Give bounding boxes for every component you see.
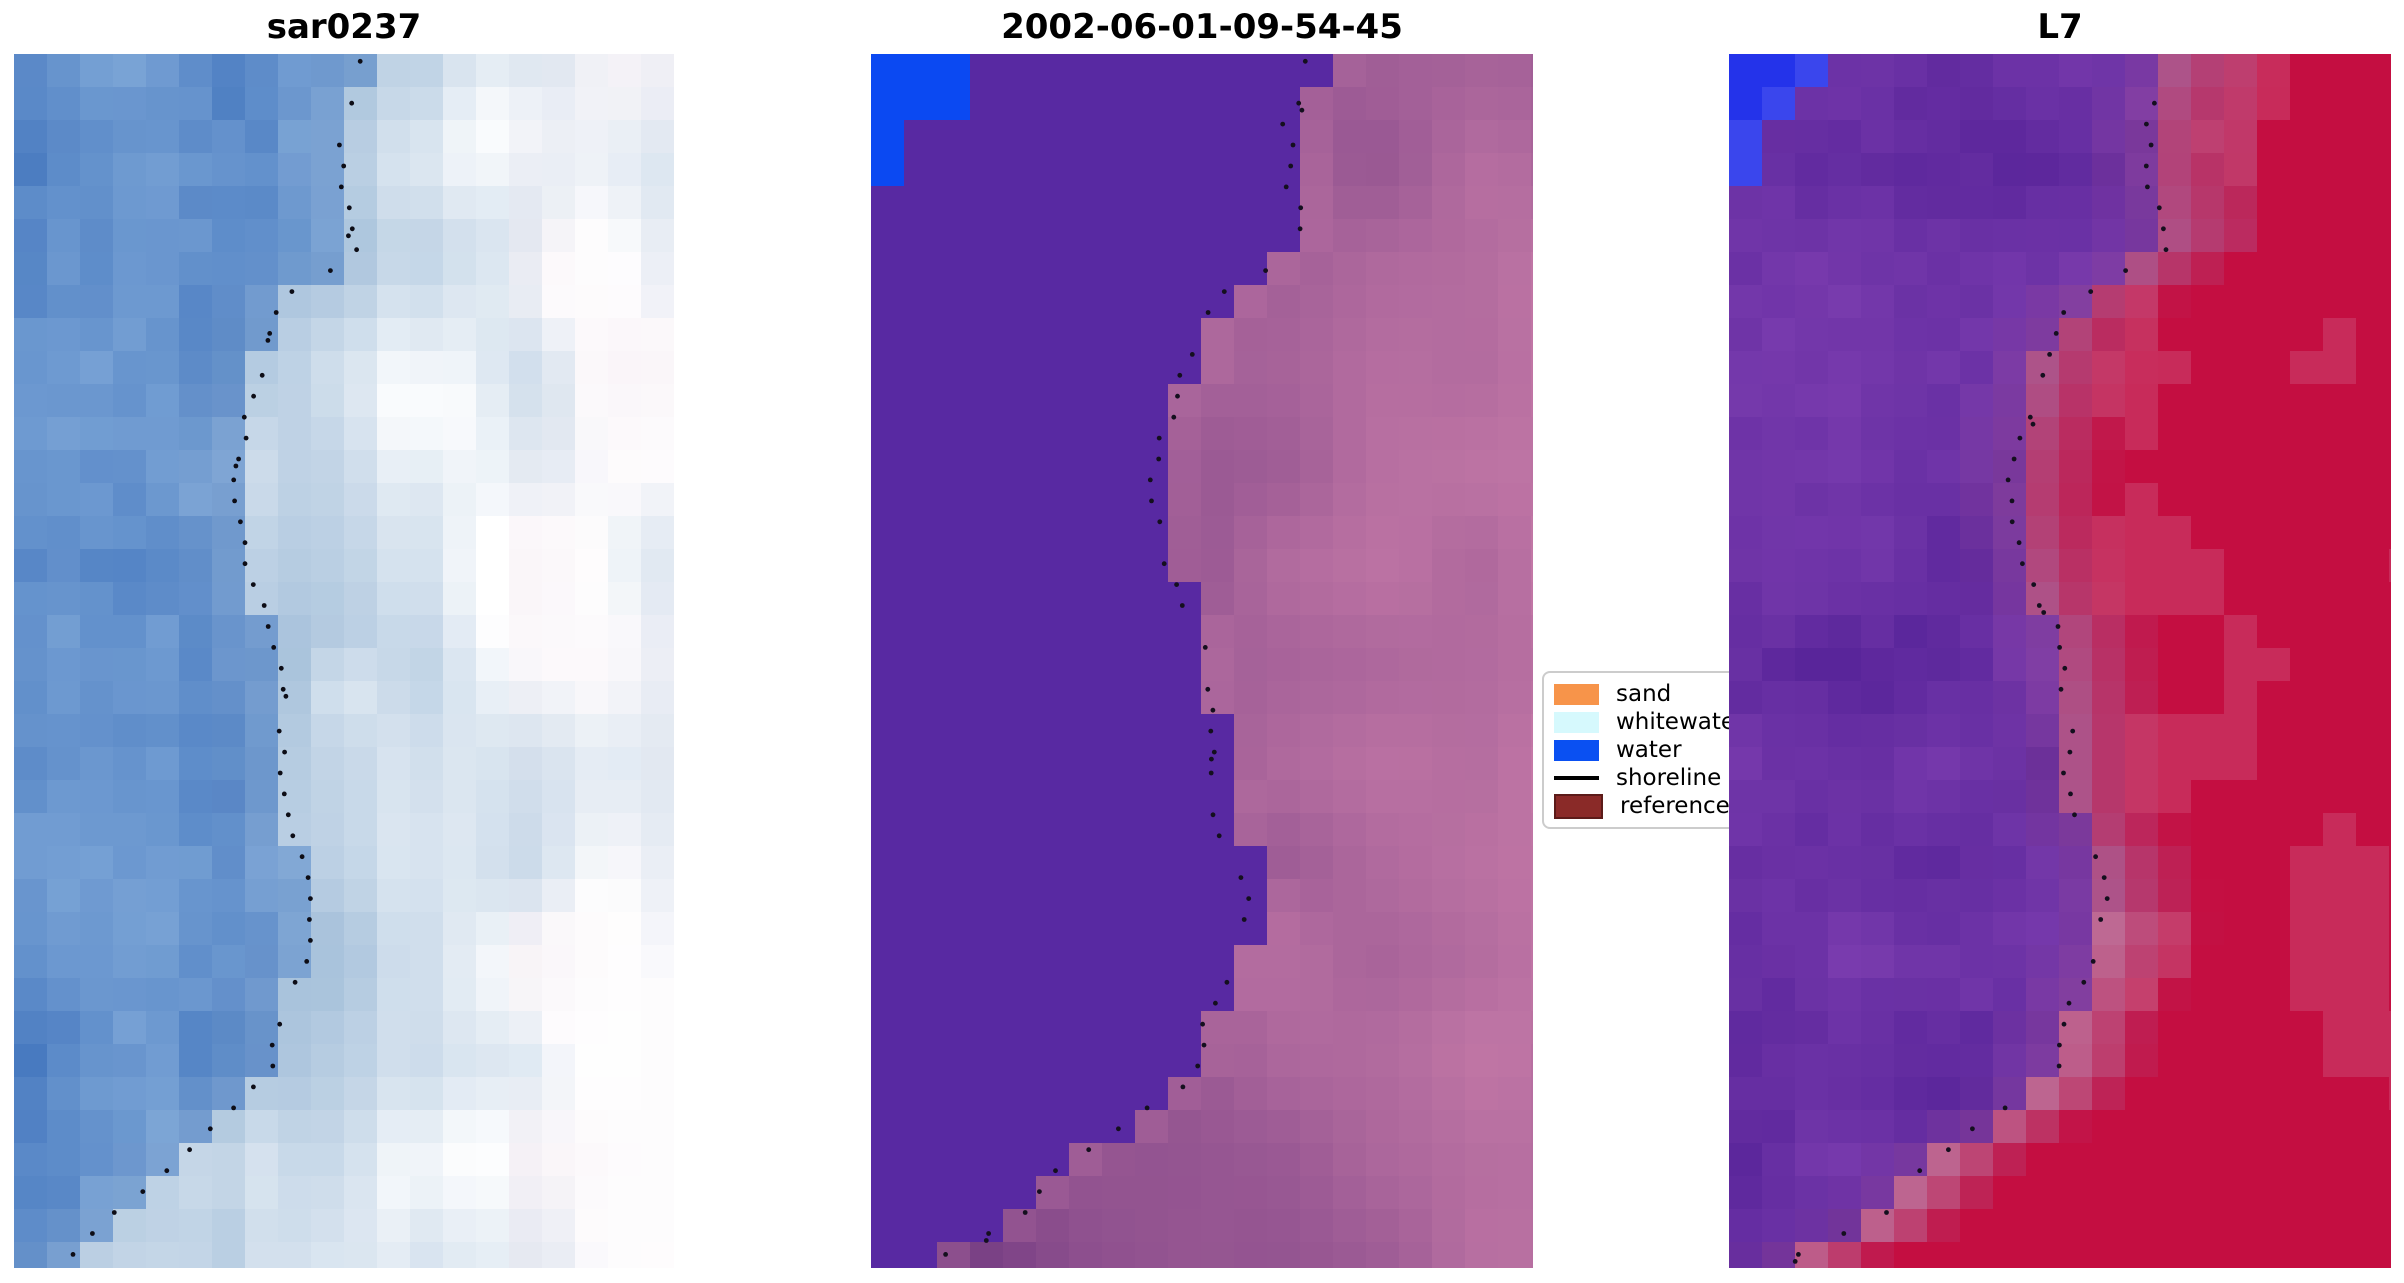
legend-item-whitewater: whitewater bbox=[1554, 708, 1798, 736]
legend-item-water: water bbox=[1554, 736, 1798, 764]
water-swatch bbox=[1554, 739, 1599, 761]
reference-shoreline-swatch bbox=[1554, 793, 1603, 819]
shoreline-line-marker bbox=[1554, 776, 1599, 780]
legend-item-sand: sand bbox=[1554, 680, 1798, 708]
panel-classified-image bbox=[871, 54, 1533, 1268]
panel-sar0237-image bbox=[14, 54, 674, 1268]
panel-title-sar0237: sar0237 bbox=[266, 7, 422, 47]
whitewater-swatch bbox=[1554, 711, 1599, 733]
panel-l7-image bbox=[1729, 54, 2391, 1268]
legend-item-shoreline: shoreline bbox=[1554, 764, 1798, 792]
legend-label-water: water bbox=[1616, 737, 1682, 763]
legend-label-shoreline: shoreline bbox=[1616, 765, 1722, 791]
sand-swatch bbox=[1554, 683, 1599, 705]
legend-label-whitewater: whitewater bbox=[1616, 709, 1745, 735]
legend-label-sand: sand bbox=[1616, 681, 1672, 707]
panel-title-classified-date: 2002-06-01-09-54-45 bbox=[1001, 7, 1403, 47]
panel-title-l7: L7 bbox=[2037, 7, 2083, 47]
